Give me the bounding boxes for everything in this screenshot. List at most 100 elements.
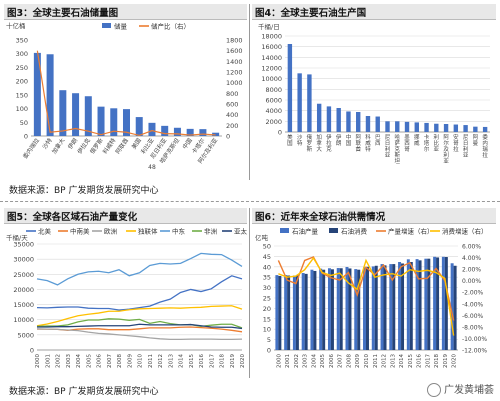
y-tick-label: 6000 — [265, 97, 282, 105]
x-tick-label: 巴西 — [375, 134, 381, 147]
x-tick-label: 墨西哥 — [404, 134, 410, 153]
x-tick-char: 克 — [326, 146, 332, 153]
x-tick-char: 克 — [395, 146, 401, 153]
reserve-bar — [148, 122, 156, 136]
x-tick-char: 科 — [365, 133, 371, 141]
consumption-bar — [383, 265, 387, 350]
consumption-bar — [453, 265, 457, 350]
x-tick-char: 尔 — [424, 145, 430, 153]
x-tick-label: 2011 — [148, 354, 154, 368]
reserve-bar — [199, 129, 207, 136]
x-tick-char: 美 — [287, 133, 293, 141]
x-tick-label: 挪威 — [414, 133, 420, 147]
x-tick-label: 2010 — [364, 354, 370, 368]
data-source-note: 数据来源：BP 广发期货发展研究中心 — [9, 387, 159, 397]
panel-header: 图4：全球主要石油生产国 — [252, 4, 496, 20]
production-bar — [275, 275, 279, 350]
x-tick-label: 2007 — [107, 354, 113, 368]
x-tick-label: 2013 — [390, 354, 396, 368]
production-bar — [398, 262, 402, 350]
production-bar — [375, 116, 380, 132]
consumption-bar — [313, 270, 317, 350]
x-tick-char: 尼 — [385, 134, 391, 141]
x-tick-label: 2007 — [338, 354, 344, 368]
x-tick-label: 2016 — [417, 354, 423, 368]
production-bar — [424, 258, 428, 350]
wechat-icon — [427, 383, 441, 397]
x-tick-label: 尼日利亚 — [463, 134, 469, 159]
x-tick-char: 委 — [482, 133, 488, 141]
x-tick-label: 2009 — [355, 354, 361, 368]
x-tick-label: 阿联酋 — [114, 136, 131, 155]
x-tick-label: 2000 — [35, 354, 41, 368]
production-bar — [297, 73, 302, 132]
x-tick-label: 2011 — [373, 354, 379, 368]
x-tick-label: 2018 — [220, 354, 226, 368]
y-tick-label: 350 — [16, 37, 28, 45]
legend-label: 产量增速（右） — [388, 227, 434, 236]
x-tick-char: 阿 — [355, 133, 361, 141]
x-tick-label: 2017 — [425, 354, 431, 368]
y-axis-title: 千桶/日 — [258, 22, 280, 31]
panel-title: 图4：全球主要石油生产国 — [255, 8, 367, 19]
y-tick-label: 50 — [20, 119, 28, 127]
panel-major-oil-producers: 图4：全球主要石油生产国 千桶/日 0 2000 4000 6000 8000 10000 1… — [252, 4, 496, 180]
consumption-bar — [330, 269, 334, 350]
region-series-line — [36, 252, 243, 286]
y2-tick-label: 1800 — [226, 37, 243, 45]
x-tick-label: 利比亚 — [434, 133, 440, 153]
x-tick-char: 加 — [316, 133, 322, 141]
x-tick-char: 利 — [434, 133, 440, 141]
consumption-bar — [444, 257, 448, 350]
reserve-bar — [72, 93, 80, 136]
y-tick-label: 18000 — [261, 33, 282, 41]
production-bar — [441, 256, 445, 350]
panel-title: 图3：全球主要石油储量图 — [7, 8, 119, 19]
x-tick-label: 伊拉克 — [326, 133, 332, 153]
production-bar — [414, 122, 419, 132]
x-tick-label: 美国 — [130, 136, 143, 150]
production-growth-line — [277, 256, 455, 321]
reserve-bar — [173, 127, 181, 136]
y-tick-label: 250 — [16, 64, 28, 72]
x-tick-label: 2006 — [97, 354, 103, 368]
legend-label: 北美 — [38, 227, 52, 236]
x-tick-char: 大 — [316, 145, 322, 153]
x-tick-char: 亚 — [385, 152, 391, 159]
region-series-line — [36, 328, 243, 341]
x-tick-char: 卡 — [424, 133, 430, 141]
x-tick-label: 2017 — [209, 354, 215, 368]
x-tick-char: 拿 — [316, 139, 322, 147]
x-tick-label: 中国 — [181, 136, 194, 150]
production-bar — [406, 259, 410, 350]
consumption-bar — [392, 264, 396, 350]
y2-tick-label: 600 — [226, 101, 238, 109]
panel-divider-vertical — [249, 4, 250, 180]
y2-tick-label: -4.00% — [462, 301, 484, 308]
y-tick-label: 50 — [263, 243, 271, 251]
x-tick-char: 阿 — [473, 133, 479, 141]
legend-label: 储产比（右） — [151, 22, 190, 31]
x-tick-char: 联 — [355, 139, 361, 147]
reserve-bar — [59, 90, 67, 136]
y-tick-label: 200 — [16, 78, 28, 86]
x-tick-label: 2019 — [230, 354, 236, 368]
x-tick-label: 2018 — [434, 354, 440, 368]
reserve-bar — [84, 96, 92, 136]
x-tick-label: 2019 — [443, 354, 449, 368]
x-tick-char: 拉 — [453, 145, 459, 153]
x-tick-char: 阿 — [443, 133, 449, 141]
x-tick-char: 国 — [346, 140, 352, 147]
x-tick-label: 伊朗 — [336, 133, 342, 147]
x-tick-char: 中 — [346, 133, 352, 141]
y2-tick-label: 0.00% — [462, 278, 481, 285]
legend-label: 储量 — [114, 22, 128, 31]
legend-label: 亚太 — [234, 227, 247, 236]
production-bar — [463, 125, 468, 132]
consumption-bar — [409, 262, 413, 350]
x-tick-label: 俄罗斯 — [307, 133, 313, 153]
x-tick-char: 国 — [287, 140, 293, 147]
production-bar — [453, 124, 459, 132]
y2-tick-label: 1400 — [226, 58, 243, 66]
y2-tick-label: 1000 — [226, 79, 243, 87]
